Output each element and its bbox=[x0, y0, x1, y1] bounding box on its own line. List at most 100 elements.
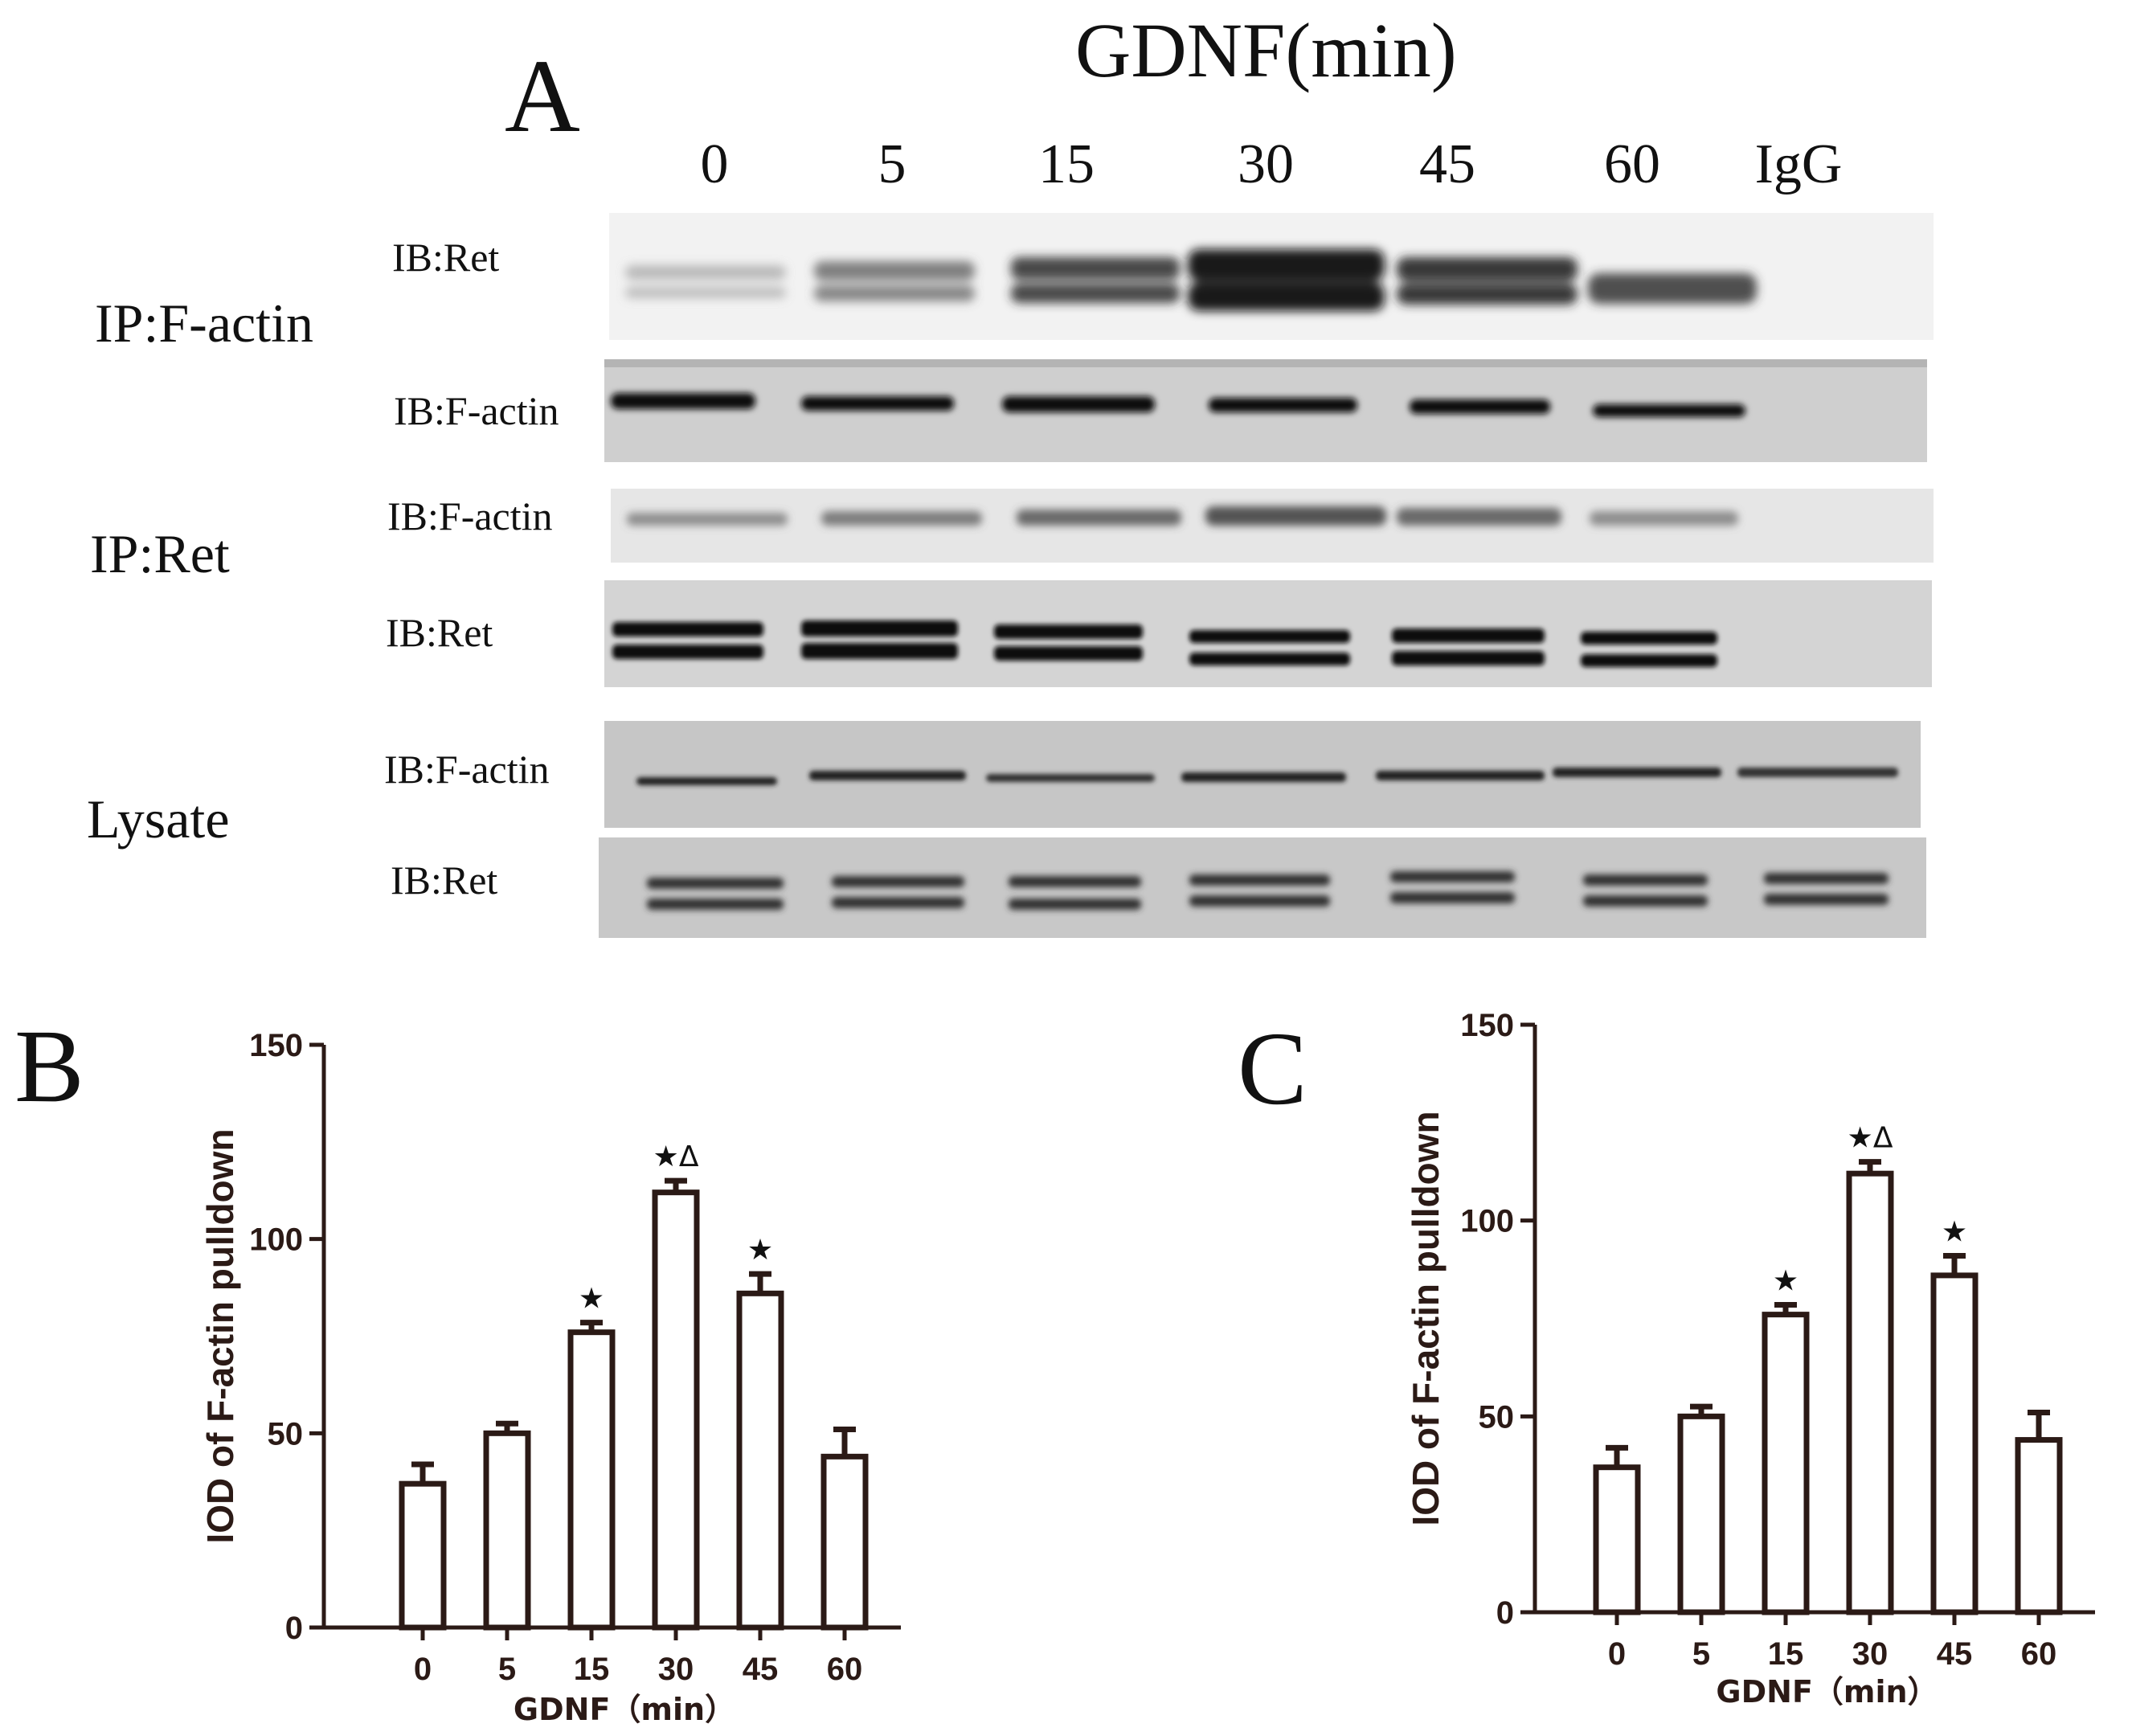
chart-c-y-tick-label: 150 bbox=[1460, 1008, 1514, 1043]
band bbox=[1181, 772, 1346, 782]
panel-b-letter: B bbox=[14, 1009, 84, 1124]
chart-c-bar-45 bbox=[1930, 1272, 1979, 1615]
chart-b-y-axis-title: IOD of F-actin pulldown bbox=[199, 1128, 241, 1543]
band bbox=[986, 774, 1155, 782]
ib-label-ret-1: IB:Ret bbox=[392, 235, 500, 280]
chart-b-bar-15 bbox=[567, 1329, 616, 1631]
ib-label-f-actin-3: IB:F-actin bbox=[384, 747, 550, 792]
band bbox=[832, 897, 964, 908]
lane-label-5: 5 bbox=[878, 133, 906, 195]
band bbox=[625, 265, 786, 280]
chart-c-x-tick-label: 5 bbox=[1692, 1636, 1710, 1672]
band bbox=[801, 643, 958, 659]
lane-label-30: 30 bbox=[1238, 133, 1294, 195]
chart-b-bar-30 bbox=[652, 1189, 700, 1631]
chart-c-y-axis-title: IOD of F-actin pulldown bbox=[1405, 1111, 1447, 1525]
band bbox=[1011, 257, 1180, 280]
lane-label-60: 60 bbox=[1604, 133, 1660, 195]
chart-b-bar-0 bbox=[399, 1480, 447, 1631]
chart-b-y-tick-label: 100 bbox=[249, 1222, 303, 1258]
chart-b-y-tick-label: 50 bbox=[268, 1416, 304, 1451]
band bbox=[1189, 895, 1330, 907]
chart-c-significance-30: ★Δ bbox=[1848, 1122, 1893, 1155]
ib-label-f-actin-2: IB:F-actin bbox=[387, 493, 553, 538]
band bbox=[612, 622, 763, 637]
chart-c-bar-5 bbox=[1677, 1413, 1725, 1615]
chart-b-significance-45: ★ bbox=[747, 1234, 773, 1267]
chart-b-x-axis-title: GDNF（min） bbox=[514, 1692, 735, 1727]
chart-b-significance-15: ★ bbox=[579, 1283, 604, 1316]
band bbox=[809, 771, 966, 780]
band bbox=[801, 396, 954, 411]
band bbox=[801, 620, 958, 637]
chart-c-y-tick-label: 100 bbox=[1460, 1204, 1514, 1239]
band bbox=[1017, 510, 1181, 526]
band bbox=[814, 261, 975, 280]
group-label-lysate: Lysate bbox=[87, 788, 230, 850]
band bbox=[1410, 399, 1550, 414]
band bbox=[1764, 894, 1889, 905]
chart-c-x-tick-label: 60 bbox=[2021, 1636, 2057, 1672]
band bbox=[1189, 874, 1330, 886]
band bbox=[1189, 630, 1350, 643]
band bbox=[625, 287, 786, 298]
blot-ip-ret-ib-ret bbox=[604, 580, 1932, 687]
band bbox=[1397, 257, 1578, 281]
band bbox=[1390, 871, 1515, 882]
band bbox=[1593, 404, 1745, 417]
lane-label-0: 0 bbox=[700, 133, 729, 195]
blot-lysate-ib-f-actin bbox=[604, 721, 1921, 828]
band bbox=[1209, 398, 1357, 412]
band bbox=[1583, 874, 1708, 886]
chart-c-bar-0 bbox=[1593, 1464, 1641, 1615]
panel-c-letter: C bbox=[1238, 1011, 1307, 1127]
chart-b-x-tick-label: 30 bbox=[658, 1652, 694, 1687]
chart-b-x-tick-label: 5 bbox=[498, 1652, 516, 1687]
chart-b-bar-5 bbox=[483, 1430, 531, 1631]
chart-c-x-tick-label: 45 bbox=[1937, 1636, 1973, 1672]
band bbox=[1588, 273, 1757, 304]
band bbox=[1397, 284, 1578, 305]
chart-b-bar-45 bbox=[736, 1290, 784, 1631]
chart-c-x-tick-label: 15 bbox=[1768, 1636, 1804, 1672]
chart-b-x-tick-label: 60 bbox=[827, 1652, 863, 1687]
group-label-ip-f-actin: IP:F-actin bbox=[95, 293, 313, 354]
band bbox=[647, 878, 784, 889]
chart-b-significance-30: ★Δ bbox=[653, 1140, 699, 1173]
lane-label-45: 45 bbox=[1419, 133, 1475, 195]
band bbox=[1009, 876, 1141, 887]
band bbox=[1188, 249, 1385, 281]
chart-c-x-tick-label: 0 bbox=[1608, 1636, 1626, 1672]
chart-b-y-tick-label: 150 bbox=[249, 1028, 303, 1063]
chart-b-bar-60 bbox=[820, 1453, 869, 1631]
chart-c-y-tick-label: 0 bbox=[1496, 1595, 1514, 1631]
chart-b-x-tick-label: 15 bbox=[574, 1652, 610, 1687]
blot-ip-f-actin-ib-f-actin bbox=[604, 359, 1927, 462]
chart-c-significance-45: ★ bbox=[1942, 1216, 1967, 1249]
band bbox=[1205, 506, 1386, 526]
band bbox=[1590, 511, 1738, 526]
band bbox=[1390, 892, 1515, 903]
chart-b-x-tick-label: 0 bbox=[414, 1652, 432, 1687]
band bbox=[611, 393, 755, 409]
lane-label-igg: IgG bbox=[1754, 133, 1843, 195]
band bbox=[1764, 873, 1889, 884]
ib-label-f-actin-1: IB:F-actin bbox=[394, 388, 559, 433]
blot-ip-f-actin-ib-ret bbox=[609, 213, 1934, 340]
band bbox=[1397, 508, 1561, 526]
band bbox=[832, 876, 964, 887]
band bbox=[1188, 282, 1385, 311]
chart-c-bar-15 bbox=[1762, 1312, 1810, 1615]
band bbox=[1011, 284, 1180, 303]
band bbox=[627, 513, 788, 526]
chart-c-significance-15: ★ bbox=[1773, 1264, 1798, 1297]
ib-label-ret-2: IB:Ret bbox=[386, 610, 493, 655]
band bbox=[1583, 895, 1708, 907]
ib-label-ret-3: IB:Ret bbox=[391, 858, 498, 903]
chart-c-bar-60 bbox=[2015, 1437, 2063, 1615]
chart-b-x-tick-label: 45 bbox=[743, 1652, 779, 1687]
band bbox=[994, 624, 1143, 639]
band bbox=[1002, 396, 1155, 412]
chart-c-y-tick-label: 50 bbox=[1479, 1399, 1515, 1435]
